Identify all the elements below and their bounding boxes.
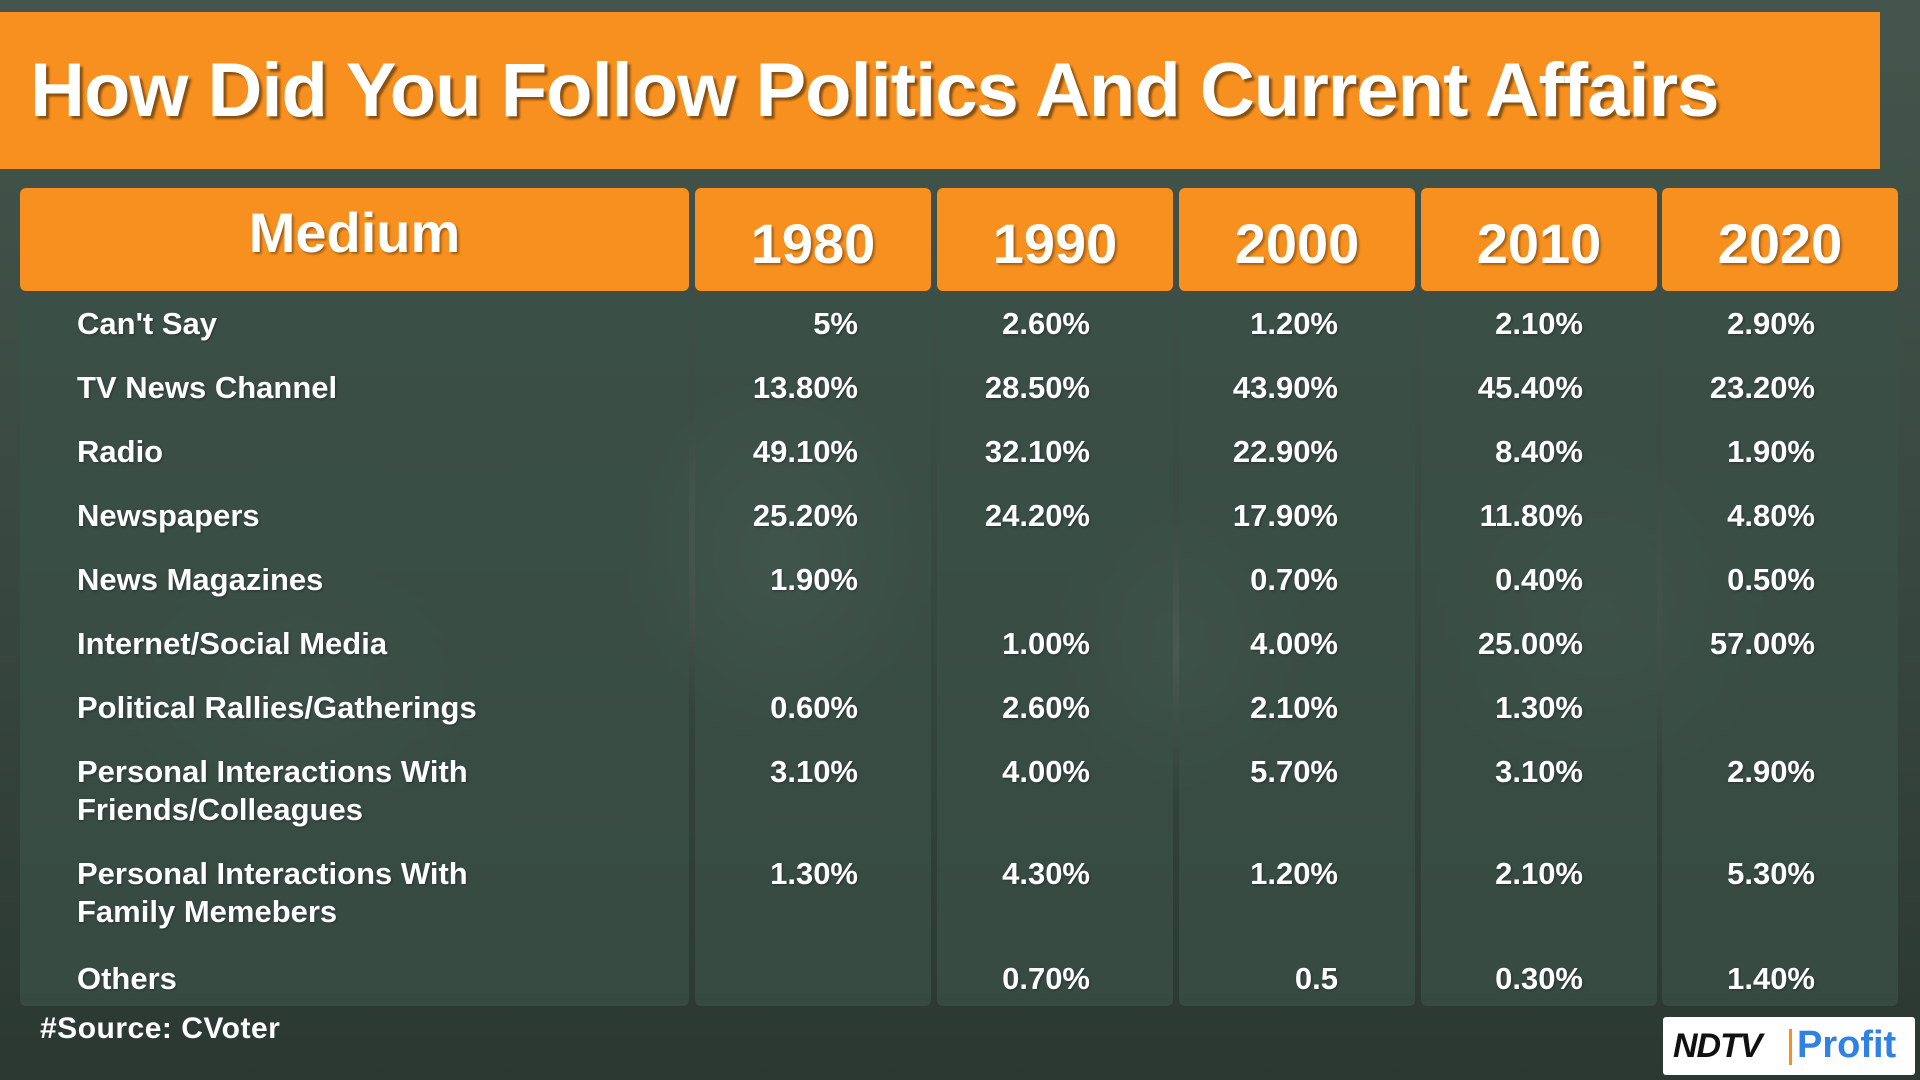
row-label: Political Rallies/Gatherings — [77, 689, 477, 727]
row-label: Newspapers — [77, 497, 260, 535]
table-cell-2000: 1.20% — [1250, 856, 1338, 891]
table-cell-2000: 0.5 — [1294, 961, 1338, 996]
table-cell-1980: 49.10% — [752, 434, 858, 469]
table-cell-2010: 2.10% — [1495, 306, 1583, 341]
row-label-line: Radio — [77, 434, 164, 469]
row-label-line: Others — [77, 961, 177, 996]
table-cell-2020: 23.20% — [1709, 370, 1815, 405]
row-label-line: Personal Interactions With — [77, 754, 468, 789]
table-cell-2010: 1.30% — [1495, 690, 1583, 725]
table-cell-1990: 1.00% — [1002, 626, 1090, 661]
page-title: How Did You Follow Politics And Current … — [30, 48, 1719, 133]
ndtv-profit-logo: NDTV Profit — [1663, 1017, 1915, 1075]
row-label-line: Newspapers — [77, 498, 260, 533]
table-cell-1990: 4.00% — [1002, 754, 1090, 789]
table-cell-2010: 25.00% — [1477, 626, 1583, 661]
header-medium: Medium — [20, 188, 689, 291]
table-cell-2000: 43.90% — [1232, 370, 1338, 405]
year-column-panel — [1179, 296, 1415, 1006]
table-cell-1980: 3.10% — [770, 754, 858, 789]
logo-brand: NDTV — [1673, 1027, 1763, 1065]
table-cell-1980: 5% — [813, 306, 858, 341]
table-cell-1990: 28.50% — [984, 370, 1090, 405]
table-cell-2020: 2.90% — [1727, 306, 1815, 341]
row-label-line: Friends/Colleagues — [77, 792, 363, 827]
table-cell-1990: 2.60% — [1002, 690, 1090, 725]
table-cell-2000: 0.70% — [1250, 562, 1338, 597]
title-banner — [0, 12, 1880, 169]
table-cell-2010: 11.80% — [1479, 498, 1583, 533]
medium-column-panel — [20, 296, 689, 1006]
row-label-line: TV News Channel — [77, 370, 338, 405]
table-cell-2020: 2.90% — [1727, 754, 1815, 789]
table-cell-2010: 8.40% — [1495, 434, 1583, 469]
header-year-2000: 2000 — [1179, 188, 1415, 291]
header-year-2010: 2010 — [1421, 188, 1657, 291]
row-label-line: Can't Say — [77, 306, 218, 341]
row-label: Can't Say — [77, 305, 217, 343]
table-cell-1980: 0.60% — [770, 690, 858, 725]
table-cell-2020: 4.80% — [1727, 498, 1815, 533]
table-cell-1980: 1.90% — [770, 562, 858, 597]
row-label: Others — [77, 960, 177, 998]
header-year-1990: 1990 — [937, 188, 1173, 291]
row-label-line: Political Rallies/Gatherings — [77, 690, 477, 725]
table-cell-1990: 32.10% — [984, 434, 1090, 469]
row-label: Personal Interactions With Family Memeber… — [77, 855, 468, 931]
table-cell-1980: 25.20% — [752, 498, 858, 533]
year-column-panel — [1421, 296, 1657, 1006]
table-cell-2020: 1.40% — [1727, 961, 1815, 996]
row-label-line: Internet/Social Media — [77, 626, 388, 661]
table-cell-2010: 0.40% — [1495, 562, 1583, 597]
table-cell-2010: 45.40% — [1477, 370, 1583, 405]
source-note: #Source: CVoter — [40, 1012, 281, 1045]
year-column-panel — [695, 296, 931, 1006]
table-cell-1980: 1.30% — [770, 856, 858, 891]
header-year-2020: 2020 — [1662, 188, 1898, 291]
table-cell-1990: 2.60% — [1002, 306, 1090, 341]
year-column-panel — [1662, 296, 1898, 1006]
table-cell-2000: 22.90% — [1232, 434, 1338, 469]
table-cell-2000: 17.90% — [1232, 498, 1338, 533]
table-cell-2020: 1.90% — [1727, 434, 1815, 469]
table-cell-1990: 24.20% — [984, 498, 1090, 533]
row-label: Internet/Social Media — [77, 625, 387, 663]
year-column-panel — [937, 296, 1173, 1006]
row-label: Radio — [77, 433, 163, 471]
table-cell-1990: 4.30% — [1002, 856, 1090, 891]
table-cell-2000: 5.70% — [1250, 754, 1338, 789]
logo-divider — [1789, 1029, 1792, 1065]
table-cell-1980: 13.80% — [752, 370, 858, 405]
table-cell-2020: 57.00% — [1709, 626, 1815, 661]
table-cell-2010: 0.30% — [1495, 961, 1583, 996]
table-cell-1990: 0.70% — [1002, 961, 1090, 996]
row-label: TV News Channel — [77, 369, 337, 407]
logo-product: Profit — [1797, 1024, 1897, 1066]
table-cell-2000: 4.00% — [1250, 626, 1338, 661]
table-cell-2000: 1.20% — [1250, 306, 1338, 341]
row-label-line: Personal Interactions With — [77, 856, 468, 891]
row-label-line: News Magazines — [77, 562, 324, 597]
table-cell-2020: 0.50% — [1727, 562, 1815, 597]
table-cell-2020: 5.30% — [1727, 856, 1815, 891]
row-label: Personal Interactions With Friends/Collea… — [77, 753, 468, 829]
table-cell-2000: 2.10% — [1250, 690, 1338, 725]
table-cell-2010: 2.10% — [1495, 856, 1583, 891]
row-label: News Magazines — [77, 561, 323, 599]
table-cell-2010: 3.10% — [1495, 754, 1583, 789]
header-year-1980: 1980 — [695, 188, 931, 291]
row-label-line: Family Memebers — [77, 894, 338, 929]
